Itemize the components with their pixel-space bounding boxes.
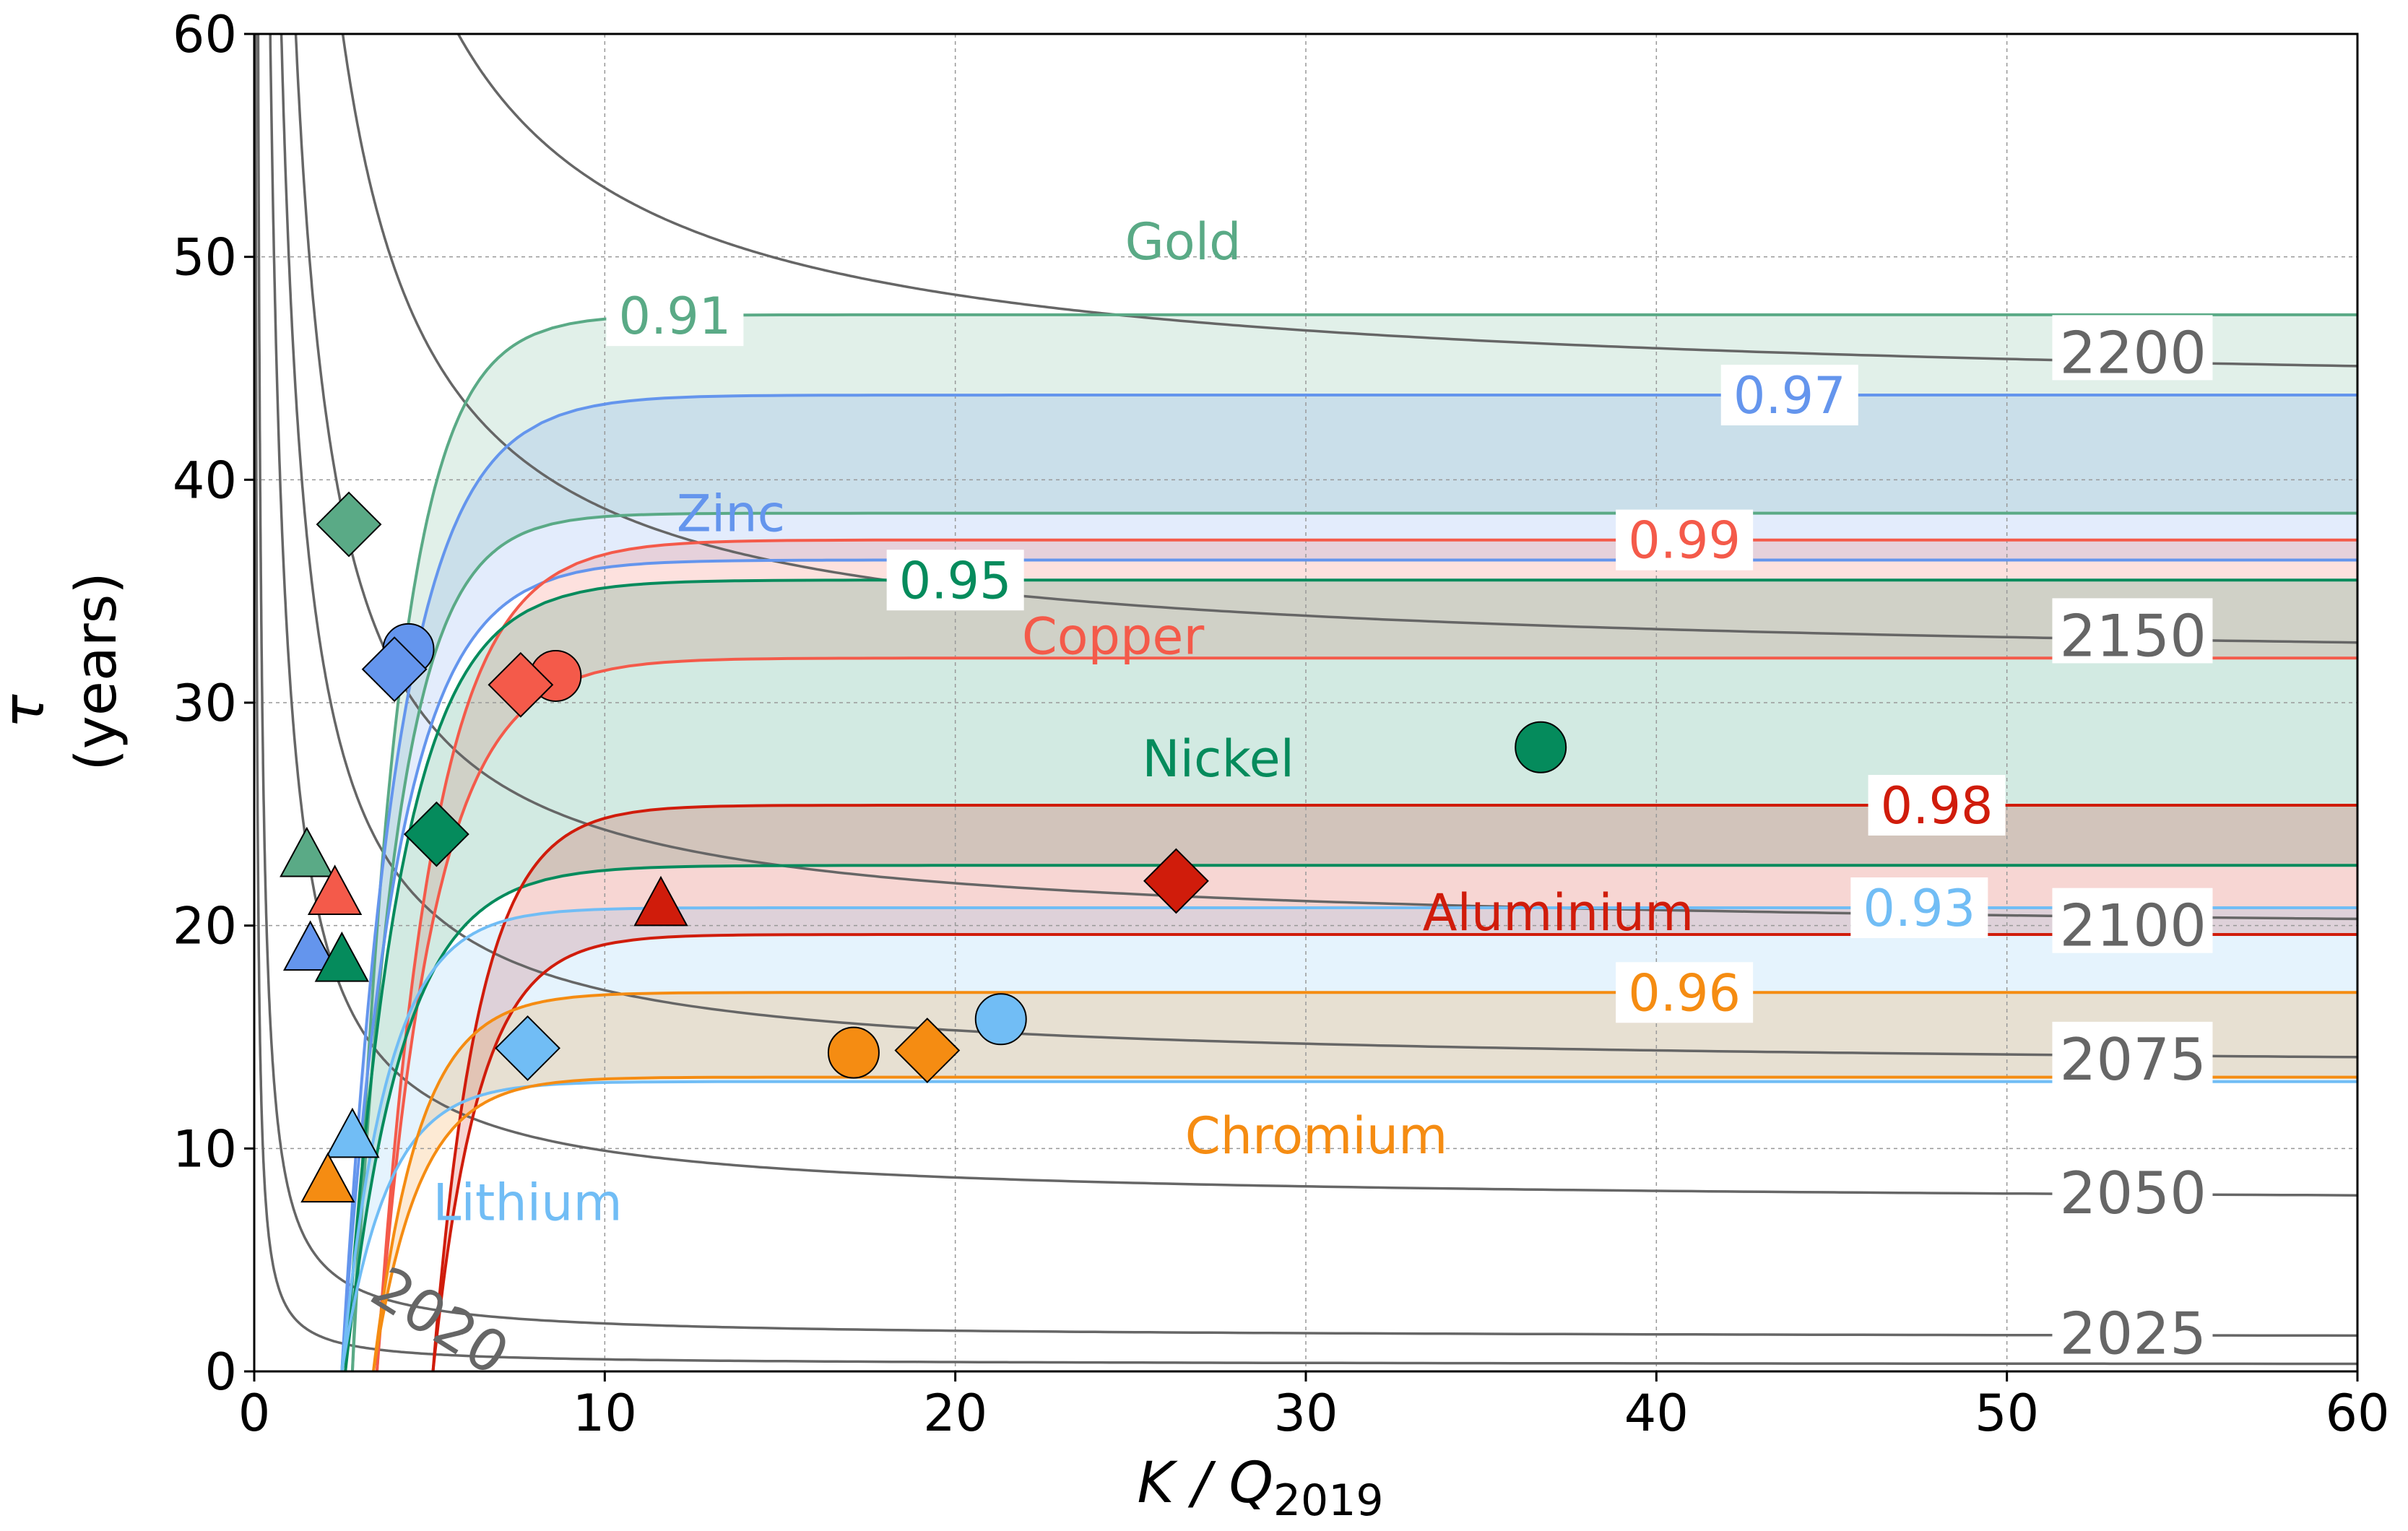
data-points xyxy=(280,491,1567,1203)
chromium-diamond-marker xyxy=(894,1018,961,1083)
nickel-region-label: Nickel xyxy=(1142,729,1294,789)
aluminium-contour-label: 0.98 xyxy=(1881,776,1993,836)
chromium-contour-label: 0.96 xyxy=(1628,963,1741,1023)
aluminium-triangle-marker xyxy=(633,875,688,927)
nickel-contour-label-bg xyxy=(886,550,1024,611)
year-label-bg xyxy=(2052,1155,2213,1221)
gold-band-fill xyxy=(352,314,2357,1371)
lithium-diamond-marker xyxy=(495,1015,560,1081)
gold-band-lower-line xyxy=(350,511,2357,1371)
zinc-region-label: Zinc xyxy=(677,485,785,544)
y-axis-title-symbol: τ xyxy=(0,693,57,728)
year-label-bg xyxy=(2052,315,2213,381)
y-tick-label: 40 xyxy=(173,451,237,510)
year-label-bg xyxy=(2052,598,2213,664)
year-label-2100: 2100 xyxy=(2059,893,2206,960)
nickel-contour-label: 0.95 xyxy=(899,551,1012,610)
year-contour-2100 xyxy=(294,34,2357,921)
y-tick-label: 0 xyxy=(204,1343,237,1402)
x-axis-title: K / Q2019 xyxy=(1137,1451,1383,1526)
year-contours xyxy=(254,34,2357,1366)
nickel-band-fill xyxy=(345,580,2357,1371)
nickel-diamond-marker xyxy=(403,801,469,867)
lithium-contour-label-bg xyxy=(1850,877,1988,938)
copper-region-label: Copper xyxy=(1022,607,1205,666)
year-label-bg xyxy=(2052,888,2213,953)
y-tick-label: 50 xyxy=(173,228,237,287)
lithium-band-lower-line xyxy=(340,1080,2357,1371)
aluminium-region-label: Aluminium xyxy=(1423,883,1694,942)
year-label-2075: 2075 xyxy=(2059,1026,2206,1093)
axis-ticks: 0 10 20 30 40 50 60 0 10 20 30 40 50 60 xyxy=(173,5,2390,1443)
gold-diamond-marker xyxy=(316,491,382,558)
x-tick-label: 20 xyxy=(923,1384,987,1443)
lithium-triangle-marker xyxy=(325,1107,380,1158)
copper-contour-label-bg xyxy=(1616,509,1754,571)
aluminium-contour-label-bg xyxy=(1868,774,2006,836)
nickel-band-upper-line xyxy=(344,578,2357,1371)
y-tick-label: 10 xyxy=(173,1119,237,1179)
x-tick-label: 10 xyxy=(573,1384,637,1443)
grid-lines xyxy=(254,34,2357,1371)
lithium-region-label: Lithium xyxy=(433,1173,622,1232)
copper-contour-label: 0.99 xyxy=(1628,511,1741,571)
year-contour-2025 xyxy=(256,34,2357,1337)
aluminium-diamond-marker xyxy=(1143,848,1209,914)
year-label-bg xyxy=(2052,1296,2213,1361)
x-tick-label: 40 xyxy=(1624,1384,1689,1443)
zinc-band-lower-line xyxy=(340,558,2357,1371)
chromium-band-lower-line xyxy=(372,1075,2357,1371)
chromium-triangle-marker xyxy=(300,1152,355,1203)
zinc-triangle-marker xyxy=(282,920,338,971)
nickel-circle-marker xyxy=(1515,721,1567,773)
x-tick-label: 60 xyxy=(2325,1384,2389,1443)
year-label-bg xyxy=(2052,1021,2213,1087)
year-label-2150: 2150 xyxy=(2059,602,2206,669)
y-axis-title-unit: (years) xyxy=(64,572,129,771)
y-tick-label: 20 xyxy=(173,897,237,956)
gold-triangle-marker xyxy=(280,826,334,877)
chromium-band-upper-line xyxy=(372,991,2357,1371)
chromium-contour-label-bg xyxy=(1616,962,1754,1023)
year-contour-2050 xyxy=(269,34,2357,1197)
year-label-2025: 2025 xyxy=(2059,1301,2206,1368)
gold-contour-label-bg xyxy=(606,285,744,347)
chromium-region-label: Chromium xyxy=(1185,1106,1448,1166)
nickel-band-lower-line xyxy=(344,864,2357,1371)
nickel-triangle-marker xyxy=(314,931,370,982)
year-contour-2200 xyxy=(456,34,2357,368)
zinc-band-fill xyxy=(342,395,2357,1371)
year-label-2200: 2200 xyxy=(2059,319,2206,386)
lithium-contour-label: 0.93 xyxy=(1863,879,1975,938)
x-tick-label: 0 xyxy=(238,1384,271,1443)
aluminium-band-fill xyxy=(433,805,2357,1371)
copper-diamond-marker xyxy=(488,651,554,718)
year-label-2050: 2050 xyxy=(2059,1160,2206,1227)
year-contour-2075 xyxy=(280,34,2357,1059)
x-axis-title-subscript: 2019 xyxy=(1273,1475,1384,1526)
x-axis-title-main: K / Q xyxy=(1137,1451,1273,1516)
year-contour-2150 xyxy=(341,34,2357,644)
chromium-circle-marker xyxy=(827,1026,880,1079)
aluminium-band-lower-line xyxy=(431,933,2357,1371)
x-tick-label: 30 xyxy=(1273,1384,1338,1443)
y-tick-label: 30 xyxy=(173,674,237,733)
y-tick-label: 60 xyxy=(173,5,237,64)
lithium-band-upper-line xyxy=(340,906,2357,1371)
aluminium-band-upper-line xyxy=(431,804,2357,1371)
year-contour-2020 xyxy=(254,34,2357,1366)
copper-triangle-marker xyxy=(307,864,363,915)
band-boundaries xyxy=(340,313,2357,1371)
lithium-circle-marker xyxy=(974,993,1027,1046)
gold-contour-label: 0.91 xyxy=(618,287,731,346)
x-tick-label: 50 xyxy=(1975,1384,2039,1443)
zinc-contour-label-bg xyxy=(1720,365,1858,426)
gold-band-upper-line xyxy=(350,313,2357,1371)
zinc-diamond-marker xyxy=(361,636,428,703)
gold-region-label: Gold xyxy=(1125,212,1242,272)
zinc-contour-label: 0.97 xyxy=(1733,366,1846,425)
